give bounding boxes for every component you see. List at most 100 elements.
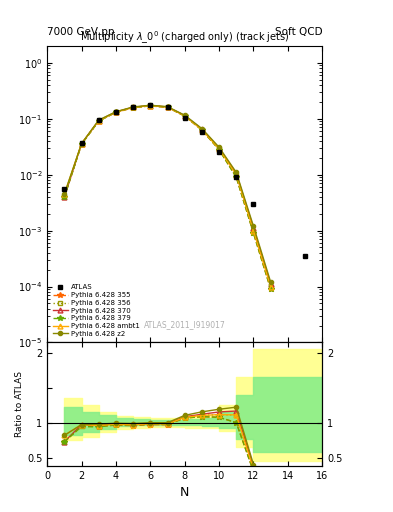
Pythia 6.428 379 (114, 109, 118, 115)
Pythia 6.428 356 (79, 141, 84, 147)
Line: Pythia 6.428 ambt1: Pythia 6.428 ambt1 (62, 103, 273, 289)
Pythia 6.428 355 (62, 194, 67, 200)
Pythia 6.428 370 (62, 194, 67, 200)
Pythia 6.428 379 (62, 194, 67, 200)
Pythia 6.428 370 (268, 281, 273, 287)
Pythia 6.428 ambt1 (79, 141, 84, 147)
Pythia 6.428 356 (165, 104, 170, 110)
Pythia 6.428 ambt1 (251, 227, 256, 233)
Line: Pythia 6.428 370: Pythia 6.428 370 (62, 103, 273, 287)
Pythia 6.428 379 (165, 104, 170, 110)
Pythia 6.428 ambt1 (96, 118, 101, 124)
Pythia 6.428 z2 (234, 169, 239, 176)
Line: ATLAS: ATLAS (62, 103, 307, 259)
ATLAS (131, 103, 136, 110)
Title: Multiplicity $\lambda\_0^0$ (charged only) (track jets): Multiplicity $\lambda\_0^0$ (charged onl… (80, 30, 290, 46)
Legend: ATLAS, Pythia 6.428 355, Pythia 6.428 356, Pythia 6.428 370, Pythia 6.428 379, P: ATLAS, Pythia 6.428 355, Pythia 6.428 35… (51, 283, 142, 339)
Pythia 6.428 z2 (165, 103, 170, 110)
Pythia 6.428 ambt1 (234, 172, 239, 178)
Pythia 6.428 z2 (148, 102, 152, 109)
Pythia 6.428 ambt1 (200, 126, 204, 133)
Pythia 6.428 379 (79, 141, 84, 147)
Pythia 6.428 356 (234, 172, 239, 178)
Pythia 6.428 z2 (62, 191, 67, 197)
Pythia 6.428 355 (217, 146, 222, 153)
Pythia 6.428 ambt1 (182, 113, 187, 119)
Pythia 6.428 ambt1 (114, 109, 118, 115)
Pythia 6.428 355 (96, 118, 101, 124)
Pythia 6.428 ambt1 (62, 191, 67, 197)
Pythia 6.428 356 (114, 109, 118, 115)
ATLAS (96, 117, 101, 123)
Pythia 6.428 ambt1 (131, 104, 136, 111)
Pythia 6.428 370 (131, 104, 136, 110)
X-axis label: N: N (180, 486, 189, 499)
Line: Pythia 6.428 379: Pythia 6.428 379 (62, 103, 274, 292)
Pythia 6.428 355 (79, 141, 84, 147)
Line: Pythia 6.428 355: Pythia 6.428 355 (62, 103, 274, 292)
Pythia 6.428 z2 (268, 279, 273, 285)
Line: Pythia 6.428 356: Pythia 6.428 356 (62, 103, 273, 289)
Pythia 6.428 z2 (79, 141, 84, 147)
Pythia 6.428 356 (148, 102, 152, 109)
Line: Pythia 6.428 z2: Pythia 6.428 z2 (62, 103, 273, 284)
Pythia 6.428 370 (96, 118, 101, 124)
Pythia 6.428 370 (251, 225, 256, 231)
Pythia 6.428 ambt1 (217, 146, 222, 152)
Pythia 6.428 ambt1 (148, 102, 152, 109)
ATLAS (114, 109, 118, 115)
Pythia 6.428 370 (234, 170, 239, 177)
ATLAS (200, 129, 204, 135)
Pythia 6.428 379 (234, 174, 239, 180)
Pythia 6.428 355 (165, 104, 170, 111)
Pythia 6.428 356 (200, 126, 204, 133)
ATLAS (148, 102, 152, 109)
ATLAS (62, 186, 67, 193)
Pythia 6.428 ambt1 (268, 284, 273, 290)
Pythia 6.428 z2 (96, 117, 101, 123)
Pythia 6.428 355 (200, 127, 204, 133)
Y-axis label: Ratio to ATLAS: Ratio to ATLAS (15, 371, 24, 437)
ATLAS (217, 148, 222, 155)
Pythia 6.428 355 (148, 103, 152, 109)
Pythia 6.428 379 (217, 146, 222, 153)
Pythia 6.428 z2 (251, 223, 256, 229)
Pythia 6.428 379 (268, 286, 273, 292)
Pythia 6.428 370 (165, 104, 170, 110)
Text: 7000 GeV pp: 7000 GeV pp (47, 27, 115, 37)
Pythia 6.428 ambt1 (165, 104, 170, 110)
Pythia 6.428 370 (79, 141, 84, 147)
Pythia 6.428 356 (217, 146, 222, 152)
Pythia 6.428 370 (217, 145, 222, 151)
Pythia 6.428 356 (96, 118, 101, 124)
Pythia 6.428 356 (251, 227, 256, 233)
Pythia 6.428 z2 (131, 104, 136, 110)
ATLAS (79, 140, 84, 146)
Pythia 6.428 379 (131, 104, 136, 111)
Pythia 6.428 356 (62, 194, 67, 200)
ATLAS (251, 201, 256, 207)
Pythia 6.428 379 (251, 230, 256, 236)
Pythia 6.428 355 (114, 110, 118, 116)
Pythia 6.428 356 (268, 284, 273, 290)
Pythia 6.428 z2 (200, 125, 204, 132)
Pythia 6.428 370 (114, 109, 118, 115)
Pythia 6.428 356 (182, 113, 187, 119)
Pythia 6.428 z2 (114, 109, 118, 115)
ATLAS (234, 174, 239, 180)
ATLAS (303, 253, 307, 259)
Pythia 6.428 355 (182, 113, 187, 119)
Pythia 6.428 379 (96, 118, 101, 124)
Text: Soft QCD: Soft QCD (275, 27, 322, 37)
Pythia 6.428 370 (200, 126, 204, 132)
Pythia 6.428 355 (131, 104, 136, 111)
Pythia 6.428 z2 (217, 144, 222, 151)
Pythia 6.428 370 (182, 113, 187, 119)
Text: ATLAS_2011_I919017: ATLAS_2011_I919017 (144, 320, 226, 329)
Pythia 6.428 379 (182, 113, 187, 119)
Pythia 6.428 355 (268, 286, 273, 292)
Pythia 6.428 355 (234, 174, 239, 180)
ATLAS (182, 115, 187, 121)
Pythia 6.428 370 (148, 102, 152, 109)
Pythia 6.428 356 (131, 104, 136, 111)
